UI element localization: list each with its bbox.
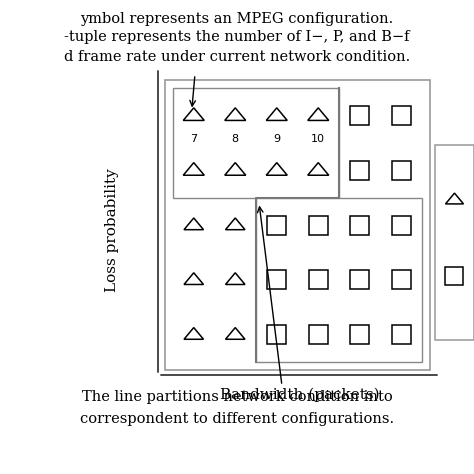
Text: Loss probability: Loss probability (105, 168, 119, 292)
Bar (350, 270, 369, 289)
Bar (165, 80, 430, 370)
Bar (256, 198, 422, 362)
Text: correspondent to different configurations.: correspondent to different configuration… (80, 412, 394, 426)
Bar (350, 325, 369, 344)
Text: -tuple represents the number of I−, P, and B−f: -tuple represents the number of I−, P, a… (64, 30, 410, 44)
Bar (392, 270, 411, 289)
Bar (392, 216, 411, 235)
Bar (392, 106, 411, 125)
Text: ymbol represents an MPEG configuration.: ymbol represents an MPEG configuration. (81, 12, 393, 26)
Bar (392, 161, 411, 180)
Bar (435, 145, 474, 340)
Bar (267, 216, 286, 235)
Bar (267, 270, 286, 289)
Bar (309, 325, 328, 344)
Bar (446, 267, 464, 285)
Text: 7: 7 (190, 135, 197, 145)
Bar (173, 88, 339, 198)
Text: 9: 9 (273, 135, 280, 145)
Text: 8: 8 (232, 135, 239, 145)
Bar (350, 106, 369, 125)
Bar (267, 325, 286, 344)
Text: The line partitions network condition into: The line partitions network condition in… (82, 390, 392, 404)
Bar (309, 216, 328, 235)
Bar (350, 216, 369, 235)
Text: d frame rate under current network condition.: d frame rate under current network condi… (64, 50, 410, 64)
Bar (392, 325, 411, 344)
Bar (350, 161, 369, 180)
Text: Bandwidth (packets): Bandwidth (packets) (220, 388, 380, 402)
Text: 10: 10 (311, 135, 325, 145)
Bar (309, 270, 328, 289)
